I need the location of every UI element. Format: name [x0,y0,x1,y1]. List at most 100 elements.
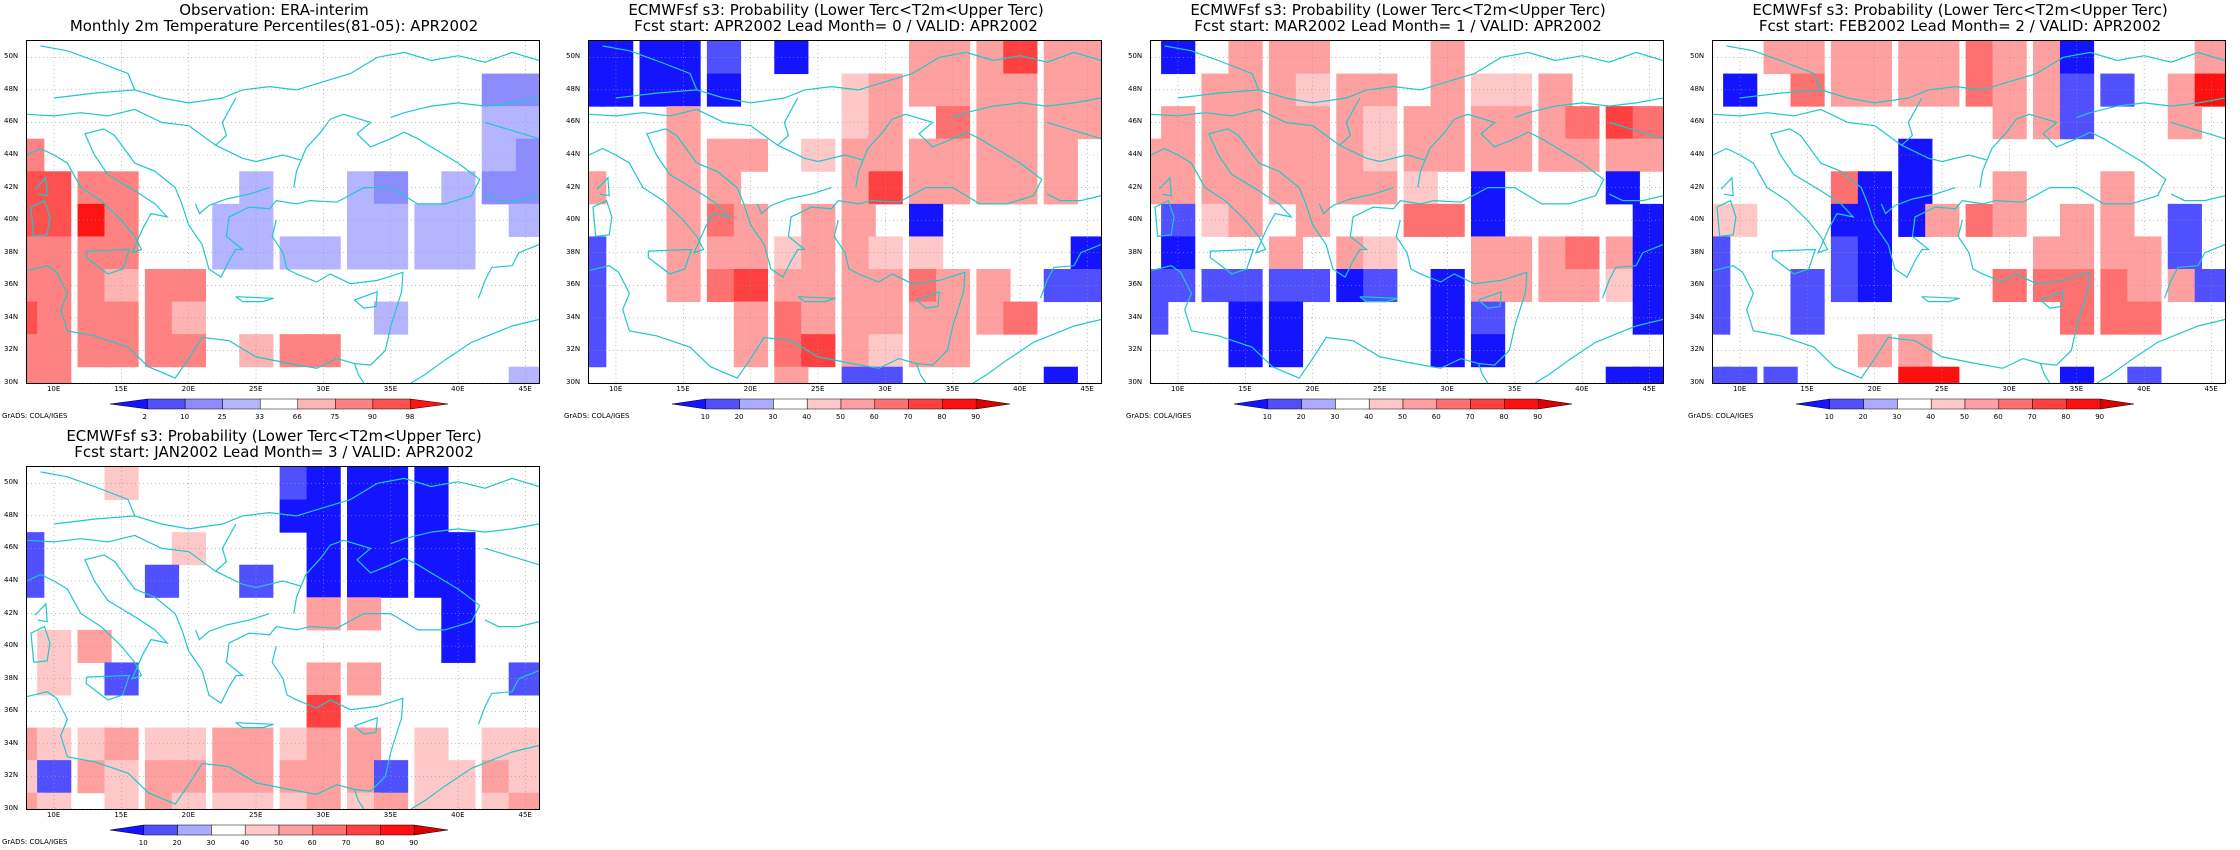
colorbar-label: 2 [142,413,148,421]
grid-cell [441,629,476,663]
lon-tick-label: 15E [114,811,128,819]
lat-tick-label: 34N [1128,312,1143,321]
lat-tick-label: 36N [566,280,581,289]
lon-tick-label: 10E [46,385,61,393]
grid-cell [37,366,72,383]
colorbar-segment [1368,398,1404,410]
grid-cell [1161,171,1196,205]
map-panel: ECMWFsf s3: Probability (Lower Terc<T2m<… [562,0,1110,421]
coastline [484,193,539,202]
lat-tick-label: 30N [566,378,581,386]
colorbar-label: 40 [240,839,250,847]
colorbar-label: 60 [869,413,879,421]
grid-cell [1565,138,1600,172]
lat-tick-label: 40N [4,641,19,650]
coastline [1158,176,1172,197]
coastline [1921,296,1960,303]
grid-cell [37,760,72,794]
lon-tick-label: 15E [114,385,128,393]
lon-tick-label: 15E [1238,385,1252,393]
panel-subtitle: Fcst start: APR2002 Lead Month= 0 / VALI… [634,17,1038,35]
coastline [1177,51,1663,104]
grid-cell [1228,138,1263,172]
colorbar-label: 25 [217,413,227,421]
lat-tick-label: 36N [1690,280,1705,289]
coastline [354,716,378,735]
lat-tick-label: 32N [1128,345,1143,354]
colorbar-segment [222,398,261,410]
coastline [2040,290,2064,309]
coastline [1151,219,1528,379]
lat-tick-label: 38N [4,247,19,256]
grid-cell [144,564,180,598]
lat-tick-label: 34N [566,312,581,321]
map-panel: ECMWFsf s3: Probability (Lower Terc<T2m<… [1686,0,2234,421]
lat-tick-label: 48N [566,84,581,93]
grid-cell [1295,171,1331,205]
lon-tick-label: 10E [608,385,623,393]
grid-cell [1043,171,1078,205]
coastline [27,219,404,379]
map-panel: ECMWFsf s3: Probability (Lower Terc<T2m<… [0,426,548,847]
colorbar-segment [184,398,223,410]
colorbar-segment [2066,398,2101,410]
colorbar-segment [1964,398,2000,410]
colorbar: 10 20 30 40 50 60 70 80 90 [100,824,458,850]
grid-cell [1403,171,1438,205]
grid-cell [508,792,539,809]
grid-cell [1003,138,1038,172]
coastline [53,51,539,104]
colorbar-label: 30 [768,413,778,421]
colorbar-label: 30 [1330,413,1340,421]
coastline [30,199,51,237]
coastline [1716,199,1737,237]
colorbar-segment [177,824,212,836]
grid-cell [481,138,516,172]
coastline [756,187,832,215]
coastline [235,722,274,729]
grid-cell [77,629,112,663]
grid-cell [37,792,72,809]
coastline [1154,199,1175,237]
grid-cell [1857,203,1893,237]
grid-cell [1161,106,1196,140]
grid-cell [733,138,769,172]
grid-cell [1268,236,1304,270]
lon-tick-label: 20E [743,385,758,393]
colorbar-label: 80 [375,839,385,847]
grid-cell [306,792,341,809]
grid-cell [373,792,409,809]
colorbar-label: 70 [341,839,351,847]
colorbar-label: 70 [2027,413,2037,421]
grid-cell [104,792,139,809]
lon-tick-label: 35E [383,385,398,393]
colorbar-label: 50 [1960,413,1969,421]
coastline [354,290,378,309]
lat-tick-label: 48N [1690,84,1705,93]
coastline [647,248,693,275]
grid-cell [239,792,274,809]
colorbar-label: 50 [274,839,283,847]
grid-cell [706,41,742,75]
lon-tick-label: 25E [1373,385,1387,393]
grid-cell [1363,106,1398,140]
colorbar-label: 90 [2095,413,2105,421]
panel-title: Observation: ERA-interim [179,1,369,19]
coastline [915,363,927,383]
grid-cell [1228,171,1263,205]
colorbar-label: 10 [1262,413,1272,421]
grads-credit: GrADS: COLA/IGES [1688,412,1754,420]
colorbar-label: 33 [255,413,265,421]
coastline [235,296,274,303]
grid-cell [1471,203,1506,237]
colorbar-label: 10 [1824,413,1834,421]
grid-cell [239,564,274,598]
coastline [1739,51,2225,104]
colorbar-segment [1436,398,1471,410]
grid-cell [666,106,701,140]
coastline [797,296,836,303]
lon-tick-label: 20E [181,385,196,393]
colorbar-segment [312,824,347,836]
coastline [589,113,1043,278]
lat-tick-label: 30N [4,804,19,812]
